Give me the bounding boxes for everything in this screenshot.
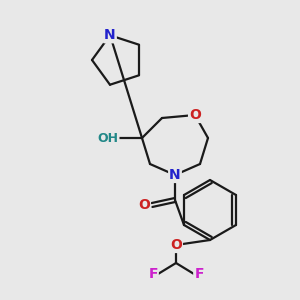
Text: F: F	[148, 267, 158, 281]
Text: N: N	[169, 168, 181, 182]
Text: O: O	[170, 238, 182, 252]
Text: O: O	[138, 198, 150, 212]
Text: N: N	[104, 28, 116, 42]
Text: O: O	[189, 108, 201, 122]
Text: OH: OH	[98, 131, 118, 145]
Text: F: F	[194, 267, 204, 281]
